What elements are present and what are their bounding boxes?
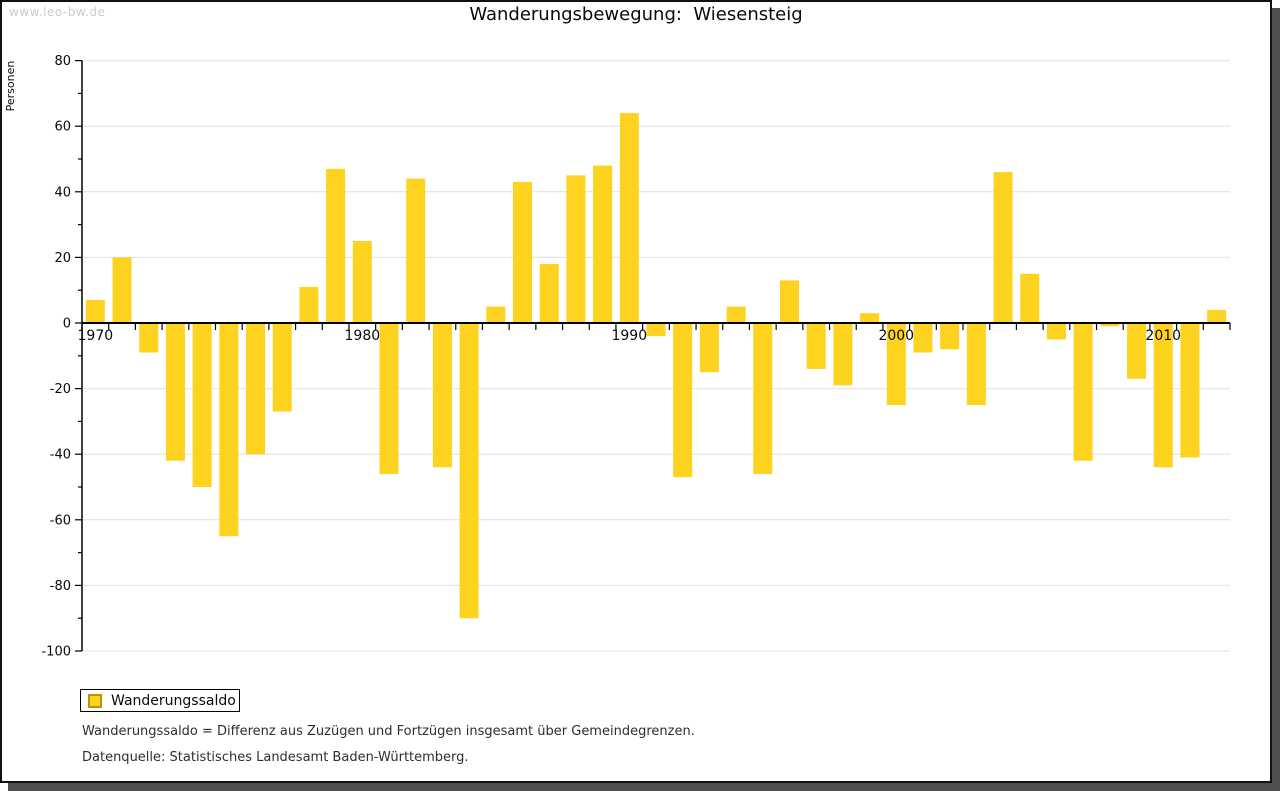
y-tick-label-0: 0 <box>63 317 71 332</box>
bar-1976 <box>246 323 266 455</box>
bar-1986 <box>513 181 533 323</box>
bar-2000 <box>886 323 906 405</box>
legend-label: Wanderungssaldo <box>111 692 236 709</box>
window-shadow-bottom <box>8 783 1280 791</box>
x-tick-label-2010: 2010 <box>1145 328 1181 344</box>
y-tick-label--80: -80 <box>50 579 71 594</box>
bar-1998 <box>833 323 853 386</box>
migration-bar-chart: -100 -80 -60 -40 -20 0 20 40 60 80 1970 1980 1990 200… <box>4 54 1231 660</box>
bar-2002 <box>940 323 960 350</box>
bar-1997 <box>806 323 826 369</box>
y-tick-label-20: 20 <box>54 251 71 266</box>
bar-1975 <box>219 323 239 537</box>
bar-1983 <box>432 323 452 468</box>
bar-2009 <box>1127 323 1147 379</box>
bar-1980 <box>352 241 372 323</box>
legend-swatch-icon <box>88 693 102 708</box>
y-tick-label-60: 60 <box>54 120 71 135</box>
bar-1982 <box>406 178 426 323</box>
y-tick-label-40: 40 <box>54 185 71 200</box>
bar-1985 <box>486 306 506 323</box>
bar-1971 <box>112 257 132 323</box>
bar-1987 <box>539 263 559 323</box>
footnote-definition: Wanderungssaldo = Differenz aus Zuzügen … <box>82 724 695 739</box>
bar-1994 <box>726 306 746 323</box>
y-axis-title: Personen <box>4 61 17 112</box>
bar-1991 <box>646 323 666 337</box>
bar-1999 <box>860 313 880 323</box>
bar-1970 <box>85 300 105 323</box>
bar-1972 <box>139 323 159 353</box>
bar-2010 <box>1153 323 1173 468</box>
bar-1990 <box>619 113 639 323</box>
bar-1993 <box>699 323 719 373</box>
y-tick-label-80: 80 <box>54 54 71 69</box>
y-tick-label--100: -100 <box>41 645 71 660</box>
bar-2011 <box>1180 323 1200 458</box>
bar-2004 <box>993 172 1013 323</box>
window-shadow-right <box>1272 8 1280 791</box>
bar-1978 <box>299 286 319 323</box>
bar-1988 <box>566 175 586 323</box>
bar-1995 <box>753 323 773 474</box>
axes: -100 -80 -60 -40 -20 0 20 40 60 80 1970 1980 1990 200… <box>41 54 1231 660</box>
bar-2003 <box>966 323 986 405</box>
y-tick-label--40: -40 <box>50 448 71 463</box>
bar-2006 <box>1046 323 1066 340</box>
watermark: www.leo-bw.de <box>9 5 106 19</box>
x-tick-label-1980: 1980 <box>345 328 381 344</box>
bar-2007 <box>1073 323 1093 461</box>
x-tick-label-1990: 1990 <box>611 328 647 344</box>
legend: Wanderungssaldo <box>80 689 240 712</box>
y-tick-label--60: -60 <box>50 513 71 528</box>
bar-1992 <box>673 323 693 478</box>
bar-2001 <box>913 323 933 353</box>
chart-title: Wanderungsbewegung: Wiesensteig <box>469 4 803 25</box>
bar-2005 <box>1020 273 1040 323</box>
x-tick-label-2000: 2000 <box>878 328 914 344</box>
bar-1974 <box>192 323 212 487</box>
bars <box>85 113 1227 619</box>
bar-1979 <box>326 168 346 323</box>
footnote-source: Datenquelle: Statistisches Landesamt Bad… <box>82 750 469 765</box>
bar-1996 <box>779 280 799 323</box>
bar-2012 <box>1207 309 1227 323</box>
bar-1989 <box>593 165 613 323</box>
bar-2008 <box>1100 323 1120 327</box>
bar-1973 <box>165 323 185 461</box>
bar-1981 <box>379 323 399 474</box>
bar-1984 <box>459 323 479 619</box>
x-tick-label-1970: 1970 <box>78 328 114 344</box>
y-tick-label--20: -20 <box>50 382 71 397</box>
bar-1977 <box>272 323 292 412</box>
